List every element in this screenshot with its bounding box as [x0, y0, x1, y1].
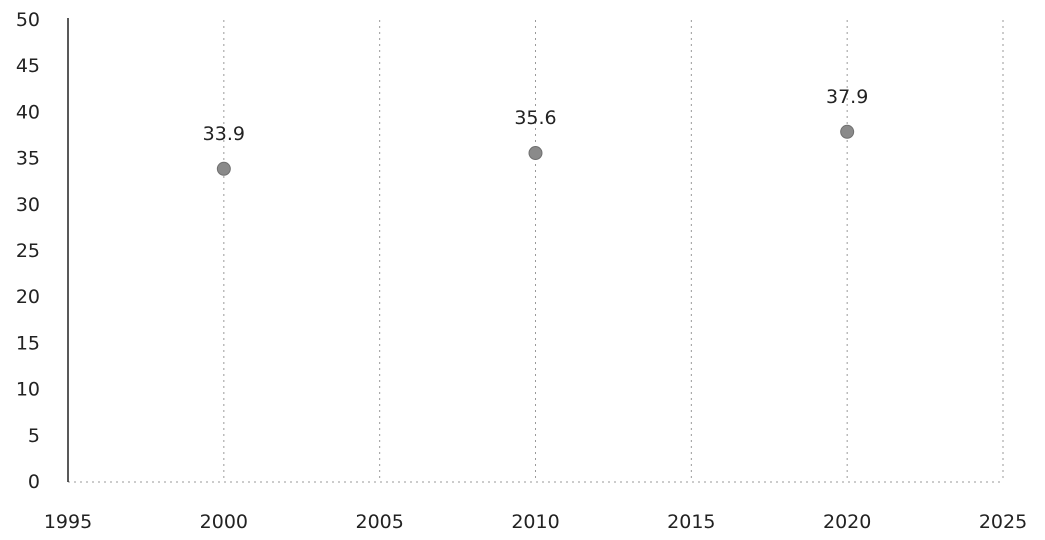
data-label-2020: 37.9 [826, 86, 868, 108]
y-tick-label: 35 [16, 148, 40, 170]
data-label-2010: 35.6 [514, 107, 556, 129]
gridlines [223, 20, 1004, 482]
x-tick-label: 2015 [667, 511, 715, 533]
x-tick-label: 2020 [823, 511, 871, 533]
data-labels: 33.9 35.6 37.9 [203, 86, 869, 145]
x-tick-label: 2010 [511, 511, 559, 533]
data-points [216, 124, 855, 176]
y-tick-label: 0 [28, 471, 40, 493]
y-tick-label: 30 [16, 194, 40, 216]
x-tick-label: 1995 [44, 511, 92, 533]
y-tick-label: 45 [16, 55, 40, 77]
y-tick-label: 15 [16, 332, 40, 354]
y-tick-label: 20 [16, 286, 40, 308]
data-point-2020 [840, 124, 855, 139]
data-point-2000 [216, 161, 231, 176]
y-tick-label: 50 [16, 9, 40, 31]
y-tick-label: 10 [16, 379, 40, 401]
y-tick-label: 25 [16, 240, 40, 262]
x-tick-label: 2000 [200, 511, 248, 533]
x-axis-ticks: 1995 2000 2005 2010 2015 2020 2025 [44, 511, 1027, 533]
data-point-2010 [528, 146, 543, 161]
y-tick-label: 5 [28, 425, 40, 447]
y-axis-ticks: 0 5 10 15 20 25 30 35 40 45 50 [16, 9, 40, 493]
y-tick-label: 40 [16, 101, 40, 123]
x-tick-label: 2025 [979, 511, 1027, 533]
data-label-2000: 33.9 [203, 123, 245, 145]
axes [67, 18, 1003, 483]
x-tick-label: 2005 [355, 511, 403, 533]
